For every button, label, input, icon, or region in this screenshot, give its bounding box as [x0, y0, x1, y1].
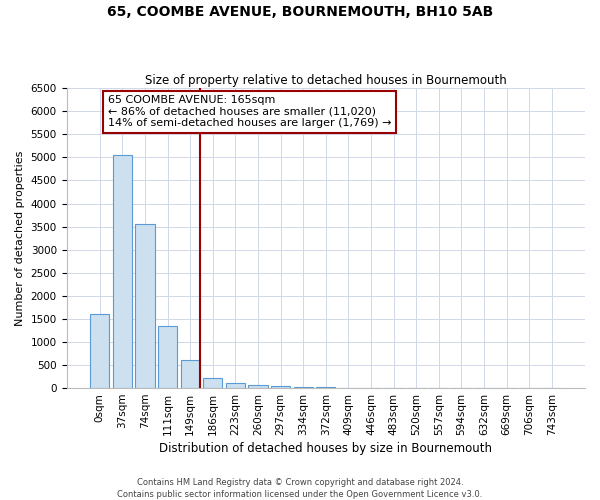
Bar	[90, 314, 109, 388]
Y-axis label: Number of detached properties: Number of detached properties	[15, 150, 25, 326]
Bar	[181, 360, 200, 388]
Bar	[226, 384, 245, 388]
Text: 65, COOMBE AVENUE, BOURNEMOUTH, BH10 5AB: 65, COOMBE AVENUE, BOURNEMOUTH, BH10 5AB	[107, 5, 493, 19]
Bar	[248, 386, 268, 388]
Bar	[293, 387, 313, 388]
Bar	[271, 386, 290, 388]
Text: 65 COOMBE AVENUE: 165sqm
← 86% of detached houses are smaller (11,020)
14% of se: 65 COOMBE AVENUE: 165sqm ← 86% of detach…	[107, 95, 391, 128]
Bar	[203, 378, 223, 388]
X-axis label: Distribution of detached houses by size in Bournemouth: Distribution of detached houses by size …	[159, 442, 492, 455]
Text: Contains HM Land Registry data © Crown copyright and database right 2024.
Contai: Contains HM Land Registry data © Crown c…	[118, 478, 482, 499]
Bar	[136, 224, 155, 388]
Bar	[158, 326, 177, 388]
Bar	[113, 155, 132, 388]
Title: Size of property relative to detached houses in Bournemouth: Size of property relative to detached ho…	[145, 74, 506, 87]
